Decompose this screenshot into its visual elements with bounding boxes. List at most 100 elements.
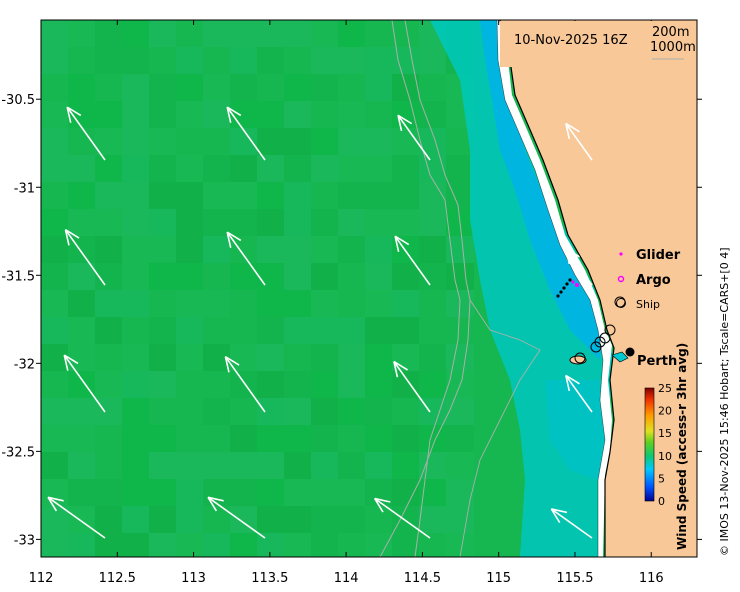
wind-grid-cell (68, 371, 96, 399)
wind-grid-cell (311, 533, 339, 557)
wind-grid-cell (149, 155, 177, 183)
wind-grid-cell (365, 128, 393, 156)
wind-grid-cell (365, 74, 393, 102)
colorbar-scale (644, 387, 655, 502)
colorbar-tick-label: 15 (658, 427, 672, 440)
wind-grid-cell (338, 344, 366, 372)
wind-grid-cell (257, 290, 285, 318)
wind-grid-cell (311, 371, 339, 399)
wind-grid-cell (338, 452, 366, 480)
contour-1000m (379, 20, 471, 557)
ship-legend-label: Ship (636, 298, 660, 311)
wind-grid-cell (446, 317, 474, 345)
colorbar-tick-label: 25 (658, 382, 672, 395)
wind-grid-cell (446, 263, 474, 291)
wind-grid-cell (419, 290, 447, 318)
wind-grid-cell (176, 74, 204, 102)
wind-grid-cell (230, 533, 258, 557)
wind-grid-cell (230, 263, 258, 291)
wind-grid-cell (419, 533, 447, 557)
wind-grid-cell (95, 47, 123, 75)
wind-grid-cell (95, 533, 123, 557)
wind-grid-cell (338, 47, 366, 75)
wind-grid-cell (284, 209, 312, 237)
wind-grid-cell (122, 209, 150, 237)
wind-grid-cell (95, 74, 123, 102)
wind-grid-cell (257, 101, 285, 129)
wind-arrows (47, 106, 593, 539)
wind-grid-cell (365, 47, 393, 75)
wind-grid-cell (419, 101, 447, 129)
wind-grid-cell (365, 263, 393, 291)
city-label-perth: Perth (637, 354, 677, 369)
wind-grid-cell (311, 452, 339, 480)
map-title: 10-Nov-2025 16Z (514, 33, 628, 48)
wind-grid-cell (311, 74, 339, 102)
wind-grid-cell (41, 182, 69, 210)
coastal-strip (497, 20, 612, 557)
wind-grid-cell (41, 452, 69, 480)
wind-grid-cell (95, 290, 123, 318)
wind-grid-cell (446, 452, 474, 480)
wind-grid-cell (311, 20, 339, 48)
wind-grid-cell (95, 317, 123, 345)
wind-grid-cell (122, 155, 150, 183)
wind-grid-cell (257, 182, 285, 210)
wind-grid-cell (95, 20, 123, 48)
ship-marker (574, 352, 586, 364)
colorbar-title: Wind Speed (access-r 3hr avg) (675, 343, 689, 550)
wind-grid-cell (365, 101, 393, 129)
wind-grid-cell (176, 344, 204, 372)
wind-grid-cell (149, 344, 177, 372)
wind-grid-cell (41, 209, 69, 237)
argo-legend-label: Argo (636, 273, 671, 288)
contour-label-1000m: 1000m (650, 40, 696, 55)
wind-grid-cell (311, 425, 339, 453)
wind-grid-cell (257, 452, 285, 480)
wind-grid-cell (176, 452, 204, 480)
glider-legend-label: Glider (636, 248, 681, 263)
wind-grid-cell (176, 47, 204, 75)
wind-grid-cell (338, 479, 366, 507)
wind-grid-cell (176, 317, 204, 345)
x-tick-label: 114.5 (404, 571, 441, 586)
wind-grid-cell (446, 182, 474, 210)
wind-grid-cell (257, 425, 285, 453)
wind-grid-cell (392, 155, 420, 183)
wind-arrow (66, 106, 106, 161)
wind-grid-cell (122, 74, 150, 102)
wind-grid-cell (311, 317, 339, 345)
wind-grid-cell (311, 263, 339, 291)
wind-grid-cell (311, 128, 339, 156)
wind-grid-cell (311, 47, 339, 75)
wind-grid-cell (149, 371, 177, 399)
wind-grid-cell (68, 74, 96, 102)
wind-grid-cell (176, 533, 204, 557)
wind-arrow (226, 106, 266, 161)
wind-grid-cell (149, 398, 177, 426)
wind-grid-cell (338, 209, 366, 237)
wind-grid-cell (95, 209, 123, 237)
wind-arrow (565, 247, 593, 286)
wind-grid-cell (392, 128, 420, 156)
wind-grid-cell (257, 236, 285, 264)
wind-grid-cell (41, 155, 69, 183)
wind-grid-cell (338, 371, 366, 399)
wind-grid-cell (230, 74, 258, 102)
wind-grid-cell (41, 47, 69, 75)
wind-grid-cell (446, 506, 474, 534)
wind-grid-cell (122, 20, 150, 48)
wind-grid-cell (311, 398, 339, 426)
wind-grid-cell (176, 290, 204, 318)
wind-grid-cell (419, 344, 447, 372)
wind-grid-cell (311, 506, 339, 534)
wind-grid-cell (95, 155, 123, 183)
wind-grid-cell (446, 398, 474, 426)
wind-grid-cell (203, 452, 231, 480)
wind-grid-cell (284, 236, 312, 264)
wind-grid-cell (95, 479, 123, 507)
wind-grid-cell (68, 452, 96, 480)
wind-grid-cell (176, 155, 204, 183)
colorbar-tick-label: 5 (658, 472, 665, 485)
map-plot-area (41, 20, 697, 557)
